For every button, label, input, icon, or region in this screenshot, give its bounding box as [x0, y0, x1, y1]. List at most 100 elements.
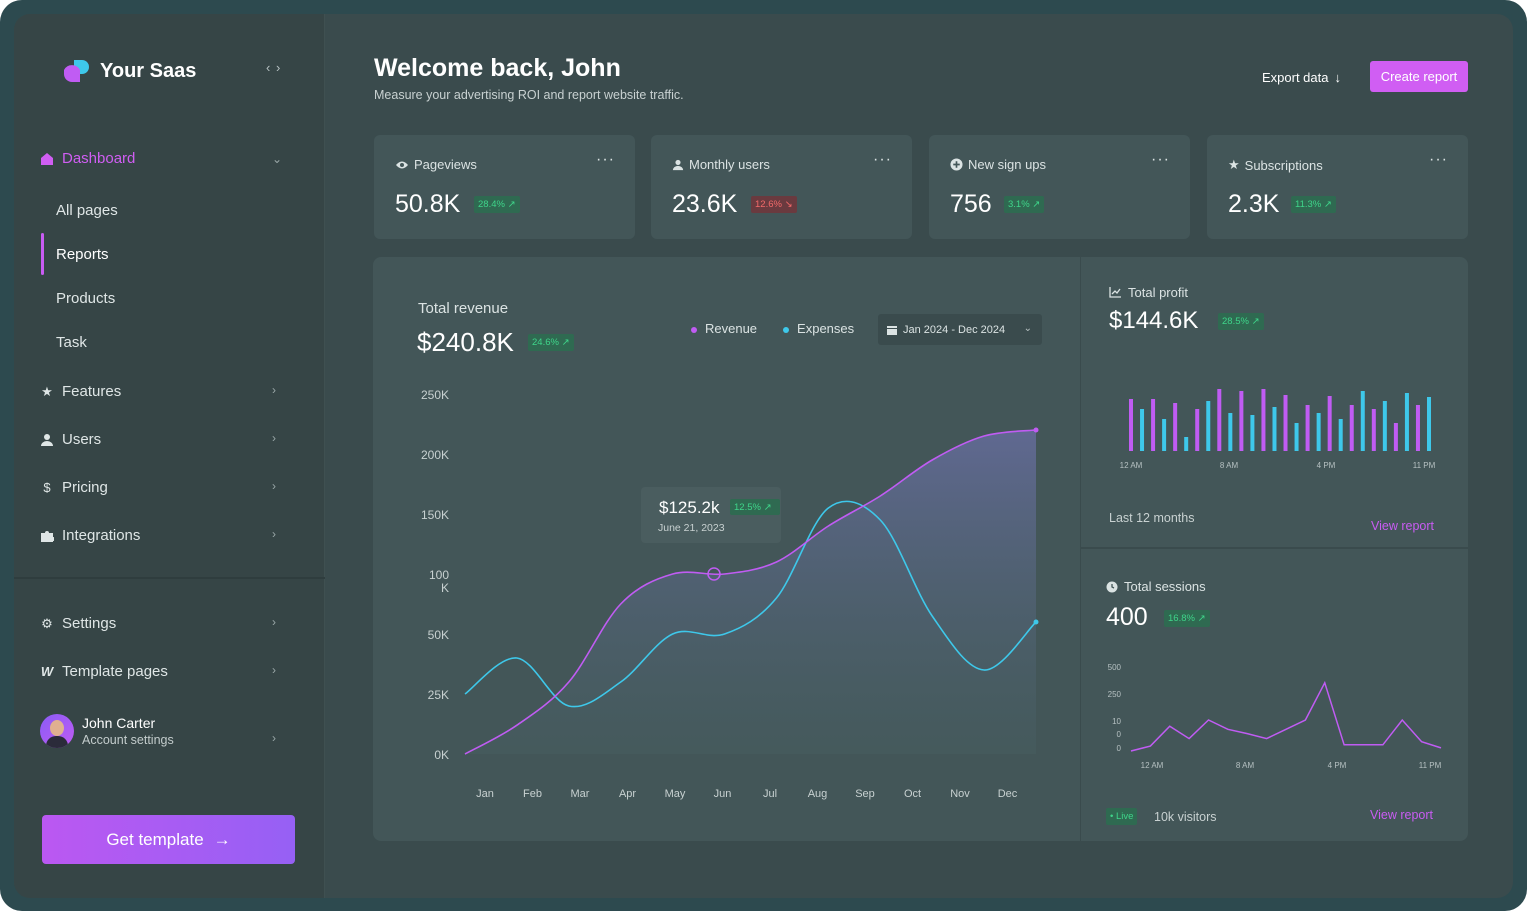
x-tick-label: 8 AM: [1236, 761, 1255, 770]
chevron-right-icon[interactable]: ›: [272, 527, 276, 541]
chevron-right-icon[interactable]: ›: [272, 615, 276, 629]
sidebar-item-label: Dashboard: [62, 150, 136, 167]
data-point-revenue: [1033, 427, 1039, 433]
profit-bar: [1217, 389, 1222, 451]
x-tick-label: Jun: [714, 788, 732, 800]
series-line-expenses: [464, 500, 1037, 708]
dollar-icon: $: [43, 480, 51, 495]
sessions-value: 400: [1106, 603, 1148, 631]
puzzle-icon: [41, 530, 54, 542]
profit-bar: [1360, 391, 1365, 451]
stat-label: Monthly users: [689, 157, 770, 172]
profit-bar: [1250, 415, 1255, 451]
live-badge: • Live: [1106, 808, 1138, 825]
x-tick-label: Jan: [476, 788, 494, 800]
x-tick-label: Nov: [950, 788, 970, 800]
sidebar-subitem-all-pages[interactable]: All pages: [56, 202, 118, 219]
chevron-down-icon: ⌄: [1023, 323, 1032, 334]
sidebar-item-settings[interactable]: ⚙ Settings: [40, 615, 116, 632]
stat-change-badge: 3.1% ↗: [1004, 196, 1045, 213]
eye-icon: [396, 161, 408, 168]
sidebar-subitem-task[interactable]: Task: [56, 334, 87, 351]
legend-expenses[interactable]: Expenses: [783, 321, 854, 336]
chevron-right-icon[interactable]: ›: [272, 383, 276, 397]
series-line-sessions: [1130, 680, 1442, 752]
profit-bar: [1173, 403, 1178, 451]
more-icon[interactable]: ···: [596, 151, 615, 168]
profit-bar: [1184, 437, 1189, 451]
y-tick-label: 0: [1117, 744, 1122, 753]
view-report-link[interactable]: View report: [1371, 519, 1434, 533]
profit-bar: [1382, 401, 1387, 451]
period-label: Last 12 months: [1109, 511, 1195, 525]
legend-revenue[interactable]: Revenue: [691, 321, 757, 336]
tooltip-change: 12.5% ↗: [734, 502, 772, 513]
profit-bar: [1272, 407, 1277, 451]
series-line-revenue: [464, 429, 1037, 755]
sessions-change-badge: 16.8% ↗: [1164, 610, 1210, 627]
create-report-button[interactable]: Create report: [1370, 61, 1468, 92]
avatar: [40, 714, 74, 748]
sidebar-item-label: Integrations: [62, 527, 141, 544]
sidebar-divider: [14, 577, 325, 579]
profit-bar: [1206, 401, 1211, 451]
plus-circle-icon: [950, 158, 963, 171]
logo-icon: [64, 60, 89, 82]
profit-bar: [1151, 399, 1156, 451]
chevron-right-icon[interactable]: ›: [272, 479, 276, 493]
sidebar-item-pricing[interactable]: $ Pricing: [40, 479, 107, 496]
sidebar-item-label: Template pages: [62, 663, 168, 680]
sidebar-item-features[interactable]: ★ Features: [40, 383, 121, 400]
date-range-label: Jan 2024 - Dec 2024: [903, 323, 1006, 336]
section-divider: [1081, 547, 1468, 549]
sidebar-item-integrations[interactable]: Integrations: [40, 527, 140, 544]
hover-point[interactable]: [707, 567, 721, 581]
chevron-down-icon[interactable]: ⌄: [272, 152, 283, 166]
account-menu[interactable]: John Carter Account settings: [40, 714, 174, 748]
chevron-right-icon[interactable]: ›: [272, 431, 276, 445]
profit-bar: [1393, 423, 1398, 451]
sidebar-subitem-products[interactable]: Products: [56, 290, 116, 307]
chevron-right-icon[interactable]: ›: [272, 663, 276, 677]
profit-label: Total profit: [1128, 285, 1188, 300]
brand-logo[interactable]: Your Saas: [62, 56, 196, 86]
calendar-icon: [887, 325, 897, 335]
sidebar-item-dashboard[interactable]: Dashboard: [40, 150, 135, 167]
data-point-expenses: [1033, 619, 1039, 625]
more-icon[interactable]: ···: [1151, 151, 1170, 168]
view-report-link[interactable]: View report: [1370, 808, 1433, 822]
code-chevrons-icon[interactable]: ‹ ›: [266, 60, 282, 75]
user-name: John Carter: [82, 715, 156, 731]
sidebar-subitem-reports[interactable]: Reports: [56, 246, 109, 263]
y-tick-label: 0: [1117, 730, 1122, 739]
date-range-select[interactable]: Jan 2024 - Dec 2024 ⌄: [878, 314, 1042, 345]
chevron-right-icon[interactable]: ›: [272, 731, 276, 745]
y-tick-label: 150K: [421, 508, 449, 522]
sidebar-item-users[interactable]: Users: [40, 431, 101, 448]
sessions-line-chart: 500 250 10 0 0 12 AM 8 AM 4 PM 11 PM: [1108, 663, 1442, 770]
sidebar-item-label: Features: [62, 383, 122, 400]
chart-legend: Revenue Expenses: [691, 321, 854, 336]
sidebar-item-label: Settings: [62, 615, 117, 632]
x-tick-label: 4 PM: [1317, 461, 1336, 470]
y-tick-label: 500: [1108, 663, 1122, 672]
stat-label: Subscriptions: [1244, 157, 1323, 173]
profit-bar: [1371, 409, 1376, 451]
y-tick-label: 250K: [421, 388, 449, 402]
y-tick-label: 25K: [428, 688, 449, 702]
stat-card-pageviews: Pageviews ··· 50.8K 28.4% ↗: [374, 135, 635, 239]
more-icon[interactable]: ···: [1429, 151, 1448, 168]
sidebar-item-template-pages[interactable]: W Template pages: [40, 663, 168, 680]
get-template-button[interactable]: Get template →: [42, 815, 295, 864]
stat-label: New sign ups: [968, 157, 1047, 172]
profit-bar: [1294, 423, 1299, 451]
more-icon[interactable]: ···: [873, 151, 892, 168]
export-data-button[interactable]: Export data ↓: [1262, 70, 1341, 85]
profit-bar-chart: 12 AM 8 AM 4 PM 11 PM: [1120, 389, 1436, 470]
star-icon: ★: [41, 383, 53, 399]
profit-value: $144.6K: [1109, 307, 1199, 334]
profit-bar: [1140, 409, 1145, 451]
profit-bar: [1415, 405, 1420, 451]
x-tick-label: 12 AM: [1120, 461, 1143, 470]
